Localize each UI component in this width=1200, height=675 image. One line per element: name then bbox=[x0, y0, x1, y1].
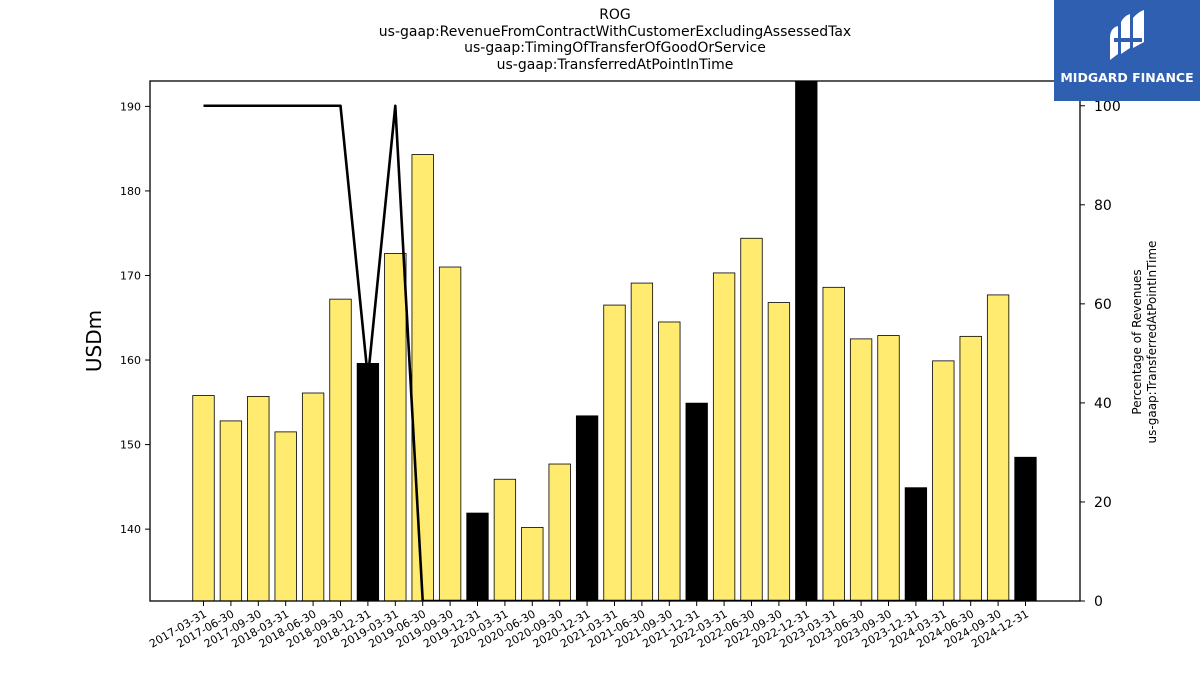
bar-2021-03-31 bbox=[603, 304, 626, 601]
y2-tick-label-60: 60 bbox=[1094, 297, 1112, 313]
y-tick-label-170: 170 bbox=[120, 269, 141, 282]
bar-series bbox=[192, 81, 1037, 601]
chart-title-concept: us-gaap:RevenueFromContractWithCustomerE… bbox=[378, 23, 852, 40]
bar-2017-03-31 bbox=[192, 395, 215, 601]
bar-2017-09-30 bbox=[247, 395, 270, 601]
bar-2021-12-31 bbox=[685, 402, 708, 601]
y-tick-label-160: 160 bbox=[120, 354, 141, 367]
y-tick-label-180: 180 bbox=[120, 185, 141, 198]
bar-2024-06-30 bbox=[959, 335, 982, 601]
y-tick-label-140: 140 bbox=[120, 523, 141, 536]
bar-2021-09-30 bbox=[658, 321, 681, 601]
bar-2018-06-30 bbox=[301, 392, 325, 601]
chart-title-axis: us-gaap:TimingOfTransferOfGoodOrService bbox=[464, 40, 766, 56]
bar-2019-12-31 bbox=[466, 512, 489, 601]
y-tick-label-190: 190 bbox=[120, 100, 141, 113]
bar-2024-03-31 bbox=[932, 360, 955, 601]
chart-title-member: us-gaap:TransferredAtPointInTime bbox=[496, 56, 734, 73]
bar-2018-03-31 bbox=[274, 431, 297, 601]
y2-tick-label-0: 0 bbox=[1094, 594, 1103, 610]
midgard-finance-logo: MIDGARD FINANCE bbox=[1054, 0, 1200, 101]
bar-2018-12-31 bbox=[356, 363, 380, 601]
bar-2018-09-30 bbox=[329, 298, 352, 601]
y2-tick-label-20: 20 bbox=[1094, 495, 1112, 511]
y2-tick-label-80: 80 bbox=[1094, 198, 1112, 214]
bar-2023-09-30 bbox=[877, 335, 900, 601]
bar-2020-06-30 bbox=[521, 527, 544, 601]
y2-axis-label-line2: us-gaap:TransferredAtPointInTime bbox=[1145, 241, 1159, 444]
logo-mark-icon bbox=[1110, 10, 1144, 60]
bar-2022-06-30 bbox=[740, 237, 763, 601]
chart-title-block: ROG us-gaap:RevenueFromContractWithCusto… bbox=[150, 7, 1080, 73]
bar-2022-09-30 bbox=[767, 302, 791, 601]
bar-2024-12-31 bbox=[1014, 456, 1037, 601]
y2-tick-label-100: 100 bbox=[1094, 99, 1121, 115]
bar-2017-06-30 bbox=[219, 420, 243, 601]
chart-title-ticker: ROG bbox=[599, 7, 631, 23]
bar-2019-09-30 bbox=[438, 266, 462, 601]
bar-2019-06-30 bbox=[411, 154, 434, 601]
bar-2019-03-31 bbox=[384, 253, 407, 601]
y2-tick-label-40: 40 bbox=[1094, 396, 1112, 412]
bar-2022-03-31 bbox=[712, 272, 736, 601]
bar-2023-06-30 bbox=[849, 338, 873, 601]
logo-text: MIDGARD FINANCE bbox=[1060, 70, 1194, 85]
bar-2023-12-31 bbox=[904, 487, 928, 601]
percentage-line bbox=[203, 104, 1026, 601]
bar-2020-12-31 bbox=[575, 415, 599, 601]
bar-2024-09-30 bbox=[986, 294, 1010, 601]
y-axis-label: USDm bbox=[82, 310, 106, 372]
bar-2020-09-30 bbox=[548, 463, 571, 601]
bar-2020-03-31 bbox=[493, 478, 517, 601]
bar-2021-06-30 bbox=[630, 282, 654, 601]
bar-2022-12-31 bbox=[795, 81, 818, 601]
bar-2023-03-31 bbox=[822, 286, 845, 601]
y-tick-label-150: 150 bbox=[120, 439, 141, 452]
y2-axis-label-line1: Percentage of Revenues bbox=[1130, 269, 1144, 414]
